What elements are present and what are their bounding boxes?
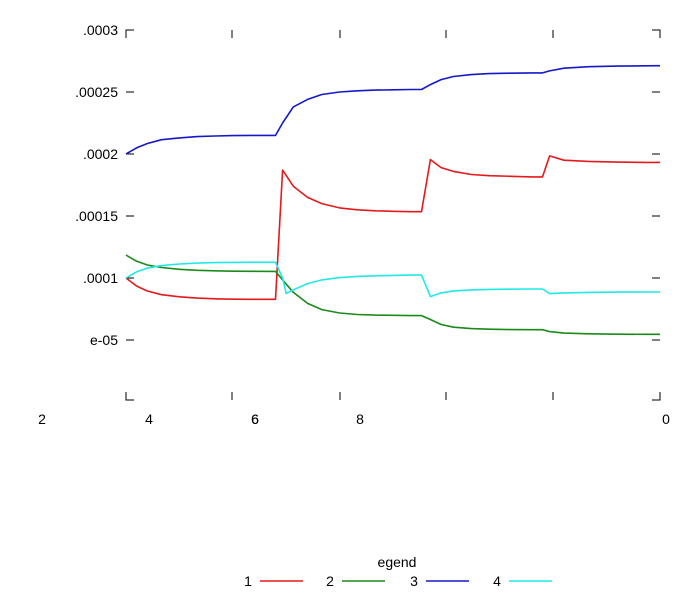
x-tick-label: 6: [251, 411, 259, 427]
y-tick-label: .00015: [75, 208, 118, 224]
legend-label: 4: [493, 573, 501, 589]
frame-corner-top-right: [652, 29, 661, 38]
y-tick-label: e-05: [90, 332, 118, 348]
series-3-line: [125, 64, 661, 155]
series-4-line: [125, 261, 660, 298]
legend-label: 2: [326, 573, 334, 589]
axis-frame: [125, 29, 661, 401]
legend-item-4: 4: [493, 573, 552, 589]
x-axis-ticks: 2 4 66 8 0: [38, 30, 670, 427]
series-lines: [125, 64, 661, 336]
legend-item-1: 1: [244, 573, 303, 589]
legend-item-3: 3: [410, 573, 469, 589]
x-tick-label: 2: [38, 411, 46, 427]
x-tick-label: 0: [662, 411, 670, 427]
y-tick-label: .00025: [75, 84, 118, 100]
series-1-line: [125, 155, 660, 301]
legend: egend 1 2 3 4: [244, 554, 552, 589]
legend-title: egend: [378, 554, 417, 570]
legend-item-2: 2: [326, 573, 385, 589]
x-tick-label: 4: [145, 411, 153, 427]
y-tick-label: .0001: [83, 270, 118, 286]
legend-label: 1: [244, 573, 252, 589]
series-2-line: [125, 254, 660, 336]
y-tick-label: .0002: [83, 146, 118, 162]
legend-items: 1 2 3 4: [244, 573, 552, 589]
frame-corner-bottom-left: [125, 392, 134, 401]
legend-label: 3: [410, 573, 418, 589]
frame-corner-bottom-right: [652, 392, 661, 401]
x-tick-label: 8: [356, 411, 364, 427]
y-axis-ticks: .0003 .00025 .0002 .00015 .0001 e-05: [75, 22, 660, 348]
x-tick-label: 6: [251, 411, 259, 427]
y-tick-label: .0003: [83, 22, 118, 38]
frame-corner-top-left: [125, 29, 134, 38]
